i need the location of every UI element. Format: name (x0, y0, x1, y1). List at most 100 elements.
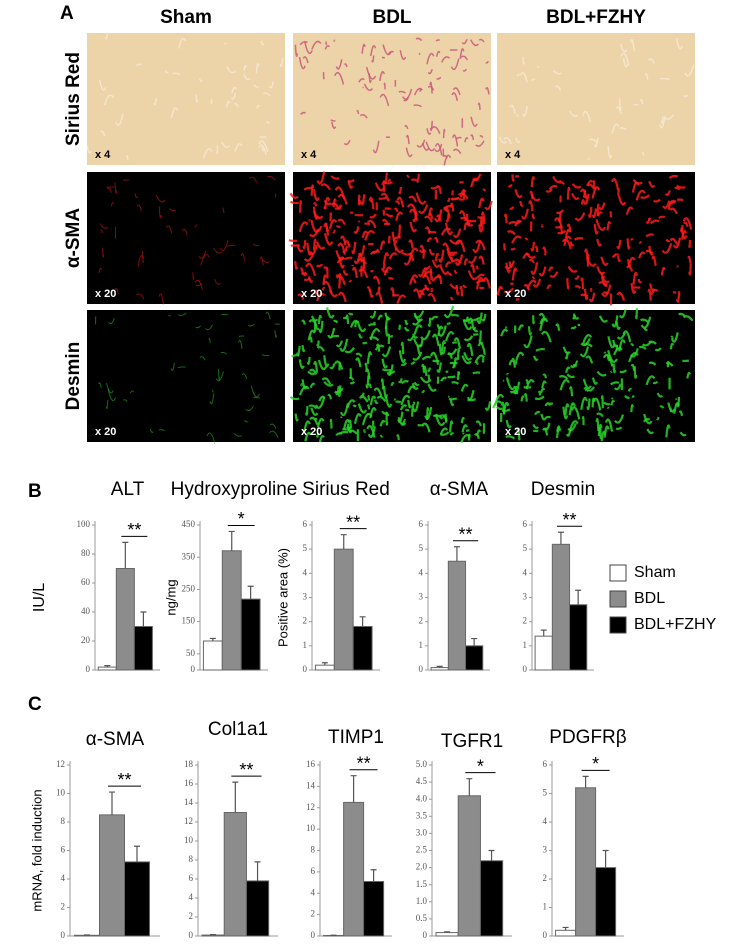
texture (312, 185, 313, 195)
y-tick-label: 6 (61, 845, 66, 855)
y-tick-label: 5.0 (416, 759, 428, 769)
legend-swatch (610, 617, 626, 633)
texture (469, 435, 470, 441)
texture (382, 57, 385, 58)
bar (448, 561, 465, 670)
texture (390, 336, 393, 337)
y-tick-label: 10 (56, 788, 66, 798)
texture (337, 226, 341, 227)
error-bar (134, 846, 140, 862)
y-tick-label: 250 (182, 584, 196, 594)
texture (539, 392, 540, 396)
texture (368, 405, 369, 409)
error-bar (255, 862, 261, 881)
chart-title: Sirius Red (302, 479, 390, 500)
y-tick-label: 6 (543, 759, 548, 769)
legend-swatch (610, 591, 626, 607)
y-tick-label: 4 (419, 567, 424, 577)
error-bar (248, 586, 254, 599)
texture (653, 382, 657, 383)
y-tick-label: 1 (303, 640, 308, 650)
bar (596, 868, 616, 936)
texture (480, 216, 481, 226)
chart-title: TGFR1 (441, 731, 503, 752)
texture (425, 268, 426, 275)
y-tick-label: 40 (81, 606, 91, 616)
micrograph: x 4 (293, 33, 491, 165)
bar (535, 636, 552, 670)
texture (339, 363, 340, 371)
texture (632, 396, 634, 397)
bar (480, 861, 502, 936)
texture (371, 271, 374, 272)
texture (684, 96, 688, 97)
y-tick-label: 100 (77, 519, 91, 529)
texture (382, 369, 391, 370)
micrograph: x 4 (87, 32, 285, 165)
y-axis-label: mRNA, fold induction (29, 789, 44, 911)
texture (538, 66, 539, 68)
y-tick-label: 2 (419, 616, 424, 626)
row-label: α-SMA (63, 208, 84, 269)
y-tick-label: 8 (61, 816, 66, 826)
error-bar (558, 532, 564, 544)
y-tick-label: 0 (311, 930, 316, 940)
magnification: x 4 (95, 149, 111, 161)
error-bar (351, 776, 357, 803)
texture (366, 364, 367, 370)
texture (512, 175, 513, 181)
error-bar (541, 630, 547, 636)
chart-title: PDGFRβ (549, 727, 627, 748)
texture (447, 323, 450, 324)
texture (458, 349, 459, 360)
bar (458, 796, 480, 936)
error-bar (122, 542, 128, 568)
y-tick-label: 6 (523, 519, 528, 529)
texture (689, 263, 690, 274)
bar (134, 627, 152, 671)
y-tick-label: 4.0 (416, 793, 428, 803)
bar (570, 605, 587, 670)
y-tick-label: 2 (61, 902, 66, 912)
chart-title: α-SMA (86, 729, 145, 750)
texture (327, 268, 328, 278)
y-tick-label: 14 (306, 780, 316, 790)
texture (452, 257, 453, 261)
magnification: x 20 (95, 288, 116, 300)
y-tick-label: 0 (419, 664, 424, 674)
y-tick-label: 4.5 (416, 776, 428, 786)
texture (212, 390, 213, 392)
panel-label: B (28, 481, 42, 502)
texture (399, 225, 400, 237)
texture (602, 396, 603, 408)
y-tick-label: 4 (303, 567, 308, 577)
y-tick-label: 3 (543, 845, 548, 855)
y-tick-label: 3 (303, 592, 308, 602)
texture (379, 287, 380, 292)
texture (301, 272, 306, 273)
y-tick-label: 4 (311, 887, 316, 897)
texture (364, 224, 369, 225)
y-tick-label: 12 (184, 816, 193, 826)
error-bar (583, 776, 589, 787)
y-tick-label: 0 (543, 930, 548, 940)
bar (203, 641, 222, 670)
texture (333, 230, 334, 233)
texture (369, 324, 376, 325)
texture (387, 414, 388, 425)
texture (224, 43, 227, 44)
texture (290, 202, 298, 203)
texture (429, 318, 430, 326)
y-tick-label: 5 (303, 543, 308, 553)
error-bar (229, 531, 235, 550)
texture (300, 201, 301, 213)
row-label: Sirius Red (63, 52, 84, 146)
legend-label: Sham (634, 564, 676, 581)
y-tick-label: 0 (303, 664, 308, 674)
y-tick-label: 5 (523, 543, 528, 553)
significance-label: * (238, 509, 245, 529)
error-bar (109, 792, 115, 815)
texture (331, 336, 339, 337)
y-tick-label: 0 (61, 930, 66, 940)
significance-label: * (592, 754, 599, 774)
